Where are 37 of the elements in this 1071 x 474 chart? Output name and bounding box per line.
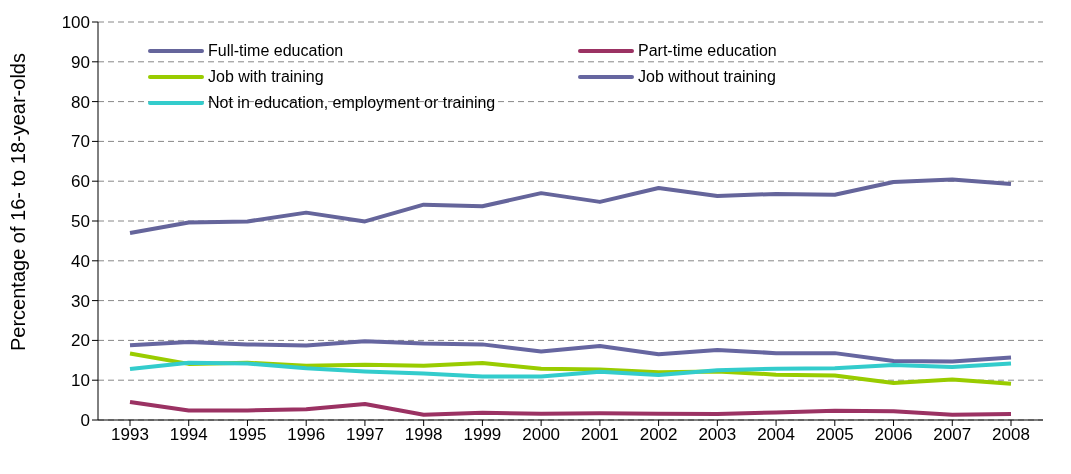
y-tick-label: 10 xyxy=(71,371,90,391)
x-tick-label: 2002 xyxy=(639,425,678,445)
x-tick-label: 2008 xyxy=(992,425,1030,445)
x-tick-label: 2006 xyxy=(874,425,913,445)
x-tick-label: 2004 xyxy=(757,425,795,445)
x-tick-label: 1995 xyxy=(228,425,267,445)
y-tick-label: 40 xyxy=(71,251,90,271)
legend-label: Not in education, employment or training xyxy=(208,94,496,112)
legend-label: Full-time education xyxy=(208,42,344,60)
x-tick-label: 2003 xyxy=(698,425,737,445)
y-tick-label: 70 xyxy=(71,132,90,152)
x-tick-label: 2001 xyxy=(580,425,619,445)
y-tick-label: 30 xyxy=(71,291,90,311)
x-tick-label: 1999 xyxy=(463,425,502,445)
y-tick-label: 100 xyxy=(61,13,90,33)
y-tick-label: 20 xyxy=(71,331,90,351)
legend-label: Part-time education xyxy=(638,42,777,60)
line-series xyxy=(128,360,1013,379)
line-series xyxy=(128,177,1013,235)
y-tick-label: 0 xyxy=(80,411,90,431)
x-tick-label: 1997 xyxy=(346,425,384,445)
x-tick-label: 1996 xyxy=(287,425,326,445)
x-tick-label: 2005 xyxy=(815,425,854,445)
x-tick-label: 1994 xyxy=(169,425,208,445)
line-series xyxy=(128,339,1013,364)
line-series xyxy=(128,400,1013,417)
x-tick-label: 2007 xyxy=(933,425,972,445)
x-tick-label: 2000 xyxy=(522,425,561,445)
x-tick-label: 1993 xyxy=(111,425,149,445)
legend-label: Job with training xyxy=(208,68,324,86)
x-tick-label: 1998 xyxy=(404,425,443,445)
y-tick-label: 90 xyxy=(71,52,90,72)
y-tick-label: 50 xyxy=(71,212,90,232)
y-tick-label: 80 xyxy=(71,92,90,112)
y-tick-label: 60 xyxy=(71,172,90,192)
y-axis-title: Percentage of 16- to 18-year-olds xyxy=(7,53,30,351)
legend-label: Job without training xyxy=(638,68,776,86)
